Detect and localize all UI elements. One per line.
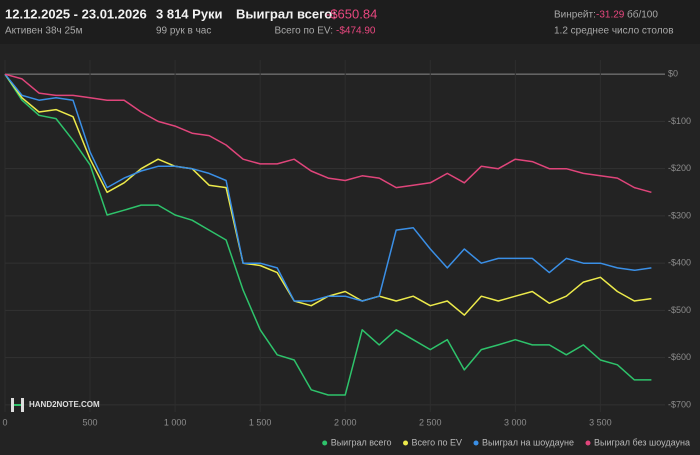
ev-total: -$474.90 [336,26,376,37]
x-tick-label: 3 000 [504,417,527,427]
legend-marker [473,440,479,446]
series-line [4,73,652,194]
won-total: -$650.84 [326,6,377,21]
hands: 3 814 Руки [156,6,223,21]
legend-label: Всего по EV [412,437,462,447]
avg-tables: 1.2 среднее число столов [554,26,674,37]
y-tick-label: -$100 [668,116,691,126]
hands-per-hour: 99 рук в час [156,26,211,37]
x-tick-label: 2 000 [334,417,357,427]
x-tick-label: 500 [83,417,98,427]
winrate-unit: бб/100 [627,9,658,21]
legend-label: Выиграл всего [331,437,392,447]
y-tick-label: -$500 [668,305,691,315]
y-tick-label: -$400 [668,258,691,268]
date-range: 12.12.2025 - 23.01.2026 [5,6,147,21]
logo: HAND2NOTE.COM [29,400,100,409]
y-tick-label: -$300 [668,210,691,220]
winrate-label: Винрейт: [554,10,596,21]
ev-label: Всего по EV: [274,26,333,37]
legend-label: Выиграл на шоудауне [482,437,574,447]
legend-marker [585,440,591,446]
x-tick-label: 2 500 [419,417,442,427]
y-tick-label: $0 [668,69,678,79]
x-tick-label: 3 500 [589,417,612,427]
y-tick-label: -$200 [668,163,691,173]
series-line [4,73,652,302]
x-tick-label: 0 [2,417,7,427]
y-tick-label: -$600 [668,352,691,362]
legend-label: Выиграл без шоудауна [594,437,690,447]
won-label: Выиграл всего: [236,6,337,21]
active-time: Активен 38ч 25м [5,26,83,37]
header-bar [0,0,700,44]
logo-icon [11,398,24,412]
legend-marker [403,440,409,446]
legend-marker [322,440,328,446]
series-line [4,73,652,396]
plot: $0 -$100 -$200 -$300 -$400 -$500 -$600 -$700 0 50… [2,60,691,447]
y-tick-label: -$700 [668,399,691,409]
winrate: -31.29 [596,10,625,21]
x-tick-label: 1 500 [249,417,272,427]
x-tick-label: 1 000 [164,417,187,427]
